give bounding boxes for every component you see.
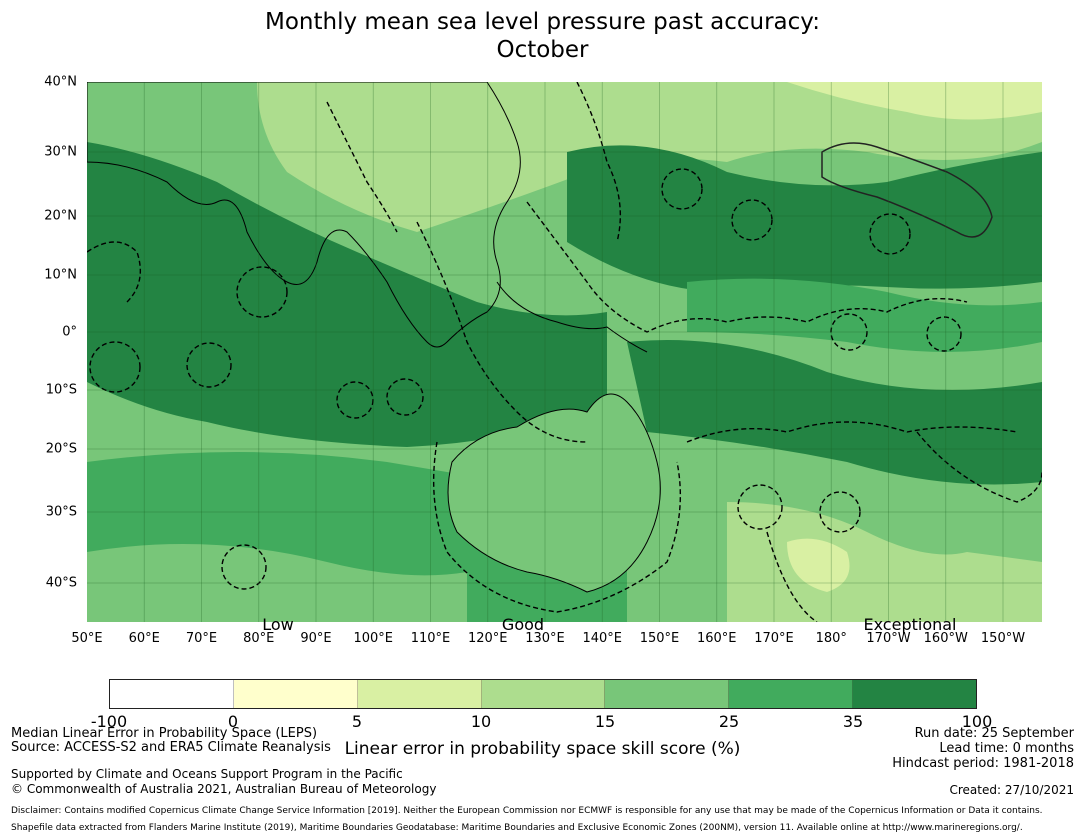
longitude-label: 60°E bbox=[128, 631, 160, 646]
eez-boundary bbox=[526, 201, 968, 333]
skill-zone-north-pacific bbox=[567, 145, 1042, 292]
lead-time: Lead time: 0 months bbox=[939, 741, 1074, 756]
eez-boundary bbox=[221, 544, 267, 590]
colorbar-tick: 25 bbox=[718, 712, 740, 731]
australia-land bbox=[447, 393, 661, 593]
skill-zone-far-south bbox=[87, 544, 467, 622]
eez-boundary bbox=[661, 168, 703, 210]
skill-zone-north-pale bbox=[787, 82, 1042, 120]
skill-zone-indian-ocean bbox=[87, 142, 607, 447]
graticule bbox=[87, 82, 1042, 622]
longitude-label: 70°E bbox=[185, 631, 218, 646]
skill-map-canvas bbox=[87, 82, 1042, 622]
latitude-label: 30°S bbox=[45, 504, 77, 520]
title-line-2: October bbox=[496, 37, 589, 63]
latitude-label: 40°N bbox=[44, 74, 77, 90]
skill-zone-equator bbox=[687, 278, 1042, 352]
run-date: Run date: 25 September bbox=[914, 726, 1074, 741]
skill-zone-tasman bbox=[727, 502, 1042, 622]
colorbar-tick: 35 bbox=[842, 712, 864, 731]
eez-boundary bbox=[686, 421, 1018, 443]
colorbar-segment bbox=[233, 680, 358, 708]
longitude-label: 110°E bbox=[410, 631, 451, 646]
colorbar-tick: 0 bbox=[227, 712, 239, 731]
colorbar-segment bbox=[605, 680, 730, 708]
copyright: © Commonwealth of Australia 2021, Austra… bbox=[11, 782, 437, 796]
eez-boundary bbox=[89, 341, 141, 393]
skill-zone-south-pacific bbox=[627, 340, 1042, 485]
colorbar bbox=[109, 679, 977, 709]
longitude-label: 120°E bbox=[467, 631, 508, 646]
eez-boundary bbox=[869, 213, 911, 255]
colorbar-label: Linear error in probability space skill … bbox=[344, 739, 741, 759]
eez-boundary bbox=[830, 313, 868, 351]
support-note: Supported by Climate and Oceans Support … bbox=[11, 767, 403, 781]
skill-label-good: Good bbox=[501, 615, 545, 634]
disclaimer: Disclaimer: Contains modified Copernicus… bbox=[11, 806, 1043, 816]
eez-boundary bbox=[731, 199, 773, 241]
eez-boundary bbox=[432, 441, 682, 613]
eez-boundary bbox=[386, 378, 424, 416]
longitude-label: 150°E bbox=[639, 631, 680, 646]
data-source: Source: ACCESS-S2 and ERA5 Climate Reana… bbox=[11, 740, 331, 755]
latitude-label: 20°N bbox=[44, 208, 77, 224]
skill-label-low: Low bbox=[262, 615, 294, 634]
title-line-1: Monthly mean sea level pressure past acc… bbox=[265, 9, 820, 35]
latitude-label: 10°S bbox=[45, 382, 77, 398]
colorbar-tick: 15 bbox=[594, 712, 616, 731]
longitude-label: 100°E bbox=[353, 631, 394, 646]
eez-boundary bbox=[326, 101, 398, 233]
map-title: Monthly mean sea level pressure past acc… bbox=[0, 8, 1085, 64]
longitude-label: 170°E bbox=[754, 631, 794, 646]
colorbar-segment bbox=[853, 680, 977, 708]
eez-boundary bbox=[576, 82, 621, 243]
longitude-label: 90°E bbox=[300, 631, 332, 646]
latitude-label: 10°N bbox=[44, 267, 77, 283]
longitude-label: 140°E bbox=[582, 631, 623, 646]
hawaii-boundary bbox=[821, 142, 993, 238]
leps-description: Median Linear Error in Probability Space… bbox=[11, 726, 318, 741]
maritime-boundaries bbox=[87, 82, 1042, 622]
skill-map bbox=[87, 82, 1042, 622]
eez-boundary bbox=[186, 342, 232, 388]
colorbar-tick: -100 bbox=[90, 712, 128, 731]
colorbar-tick: 100 bbox=[961, 712, 993, 731]
colorbar-segment bbox=[481, 680, 606, 708]
eez-boundary bbox=[819, 491, 861, 533]
created-date: Created: 27/10/2021 bbox=[949, 783, 1074, 797]
longitude-label: 80°E bbox=[243, 631, 275, 646]
longitude-label: 170°W bbox=[866, 631, 911, 646]
latitude-label: 30°N bbox=[44, 144, 77, 160]
colorbar-segment bbox=[110, 680, 234, 708]
eez-boundary bbox=[737, 484, 783, 530]
colorbar-tick: 5 bbox=[351, 712, 363, 731]
latitude-label: 0° bbox=[62, 324, 77, 340]
longitude-label: 50°E bbox=[71, 631, 103, 646]
longitude-label: 160°E bbox=[696, 631, 737, 646]
longitude-label: 150°W bbox=[980, 631, 1026, 646]
indonesia-coastline bbox=[496, 281, 648, 353]
skill-zone-new-zealand bbox=[787, 538, 850, 592]
eez-boundary bbox=[336, 381, 374, 419]
colorbar-tick: 10 bbox=[470, 712, 492, 731]
longitude-label: 160°W bbox=[923, 631, 968, 646]
asia-coastline bbox=[87, 82, 521, 348]
longitude-label: 130°E bbox=[525, 631, 565, 646]
colorbar-segment bbox=[729, 680, 854, 708]
eez-boundary bbox=[236, 266, 288, 318]
shapefile-credit: Shapefile data extracted from Flanders M… bbox=[11, 823, 1023, 833]
eez-boundary bbox=[926, 316, 962, 352]
longitude-label: 180° bbox=[815, 631, 847, 646]
skill-label-exceptional: Exceptional bbox=[863, 615, 957, 634]
colorbar-segment bbox=[357, 680, 482, 708]
eez-boundary bbox=[916, 431, 1042, 503]
latitude-label: 20°S bbox=[45, 441, 77, 457]
eez-boundary bbox=[416, 221, 588, 443]
hindcast-period: Hindcast period: 1981-2018 bbox=[892, 756, 1074, 771]
eez-boundary bbox=[766, 531, 818, 622]
latitude-label: 40°S bbox=[45, 575, 77, 591]
eez-boundary bbox=[87, 241, 141, 303]
